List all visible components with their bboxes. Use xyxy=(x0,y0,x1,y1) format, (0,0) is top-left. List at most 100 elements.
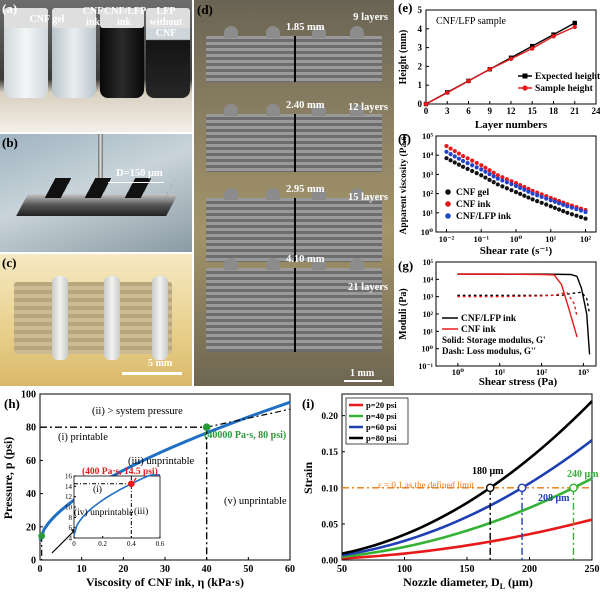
x-tick-label-g: 10¹ xyxy=(494,367,506,377)
photo-layer-samples: 9 layers 1.85 mm 12 layers 2.40 mm 15 layers… xyxy=(194,0,394,386)
point-f-2 xyxy=(483,169,488,174)
y-tick-label-i: 0.15 xyxy=(321,448,338,458)
point-f-0 xyxy=(518,191,523,197)
legend-i-0: p=20 psi xyxy=(366,400,397,410)
x-tick-label-g: 10² xyxy=(536,367,548,377)
inset-y-tick-label: 16 xyxy=(65,473,73,481)
layer-count-0: 9 layers xyxy=(353,12,388,23)
x-tick-label-h: 20 xyxy=(118,564,128,575)
x-tick-label-h: 30 xyxy=(160,564,170,575)
point-label-h-main: (40000 Pa·s, 80 psi) xyxy=(204,430,286,441)
layer-bump xyxy=(312,104,326,116)
point-f-2 xyxy=(495,176,500,181)
point-label-h-inset: (400 Pa·s, 14.5 psi) xyxy=(82,466,158,477)
layer-count-2: 15 layers xyxy=(348,192,388,203)
legend-e-1: Sample height xyxy=(535,84,594,94)
x-tick-label-h: 50 xyxy=(243,564,253,575)
point-f-2 xyxy=(569,205,574,210)
x-axis-label-h: Viscosity of CNF ink, η (kPa·s) xyxy=(86,575,244,589)
layer-height-0: 1.85 mm xyxy=(286,22,325,33)
note-g-dash: Dash: Loss modulus, G'' xyxy=(442,346,536,356)
inset-y-tick-label: 6 xyxy=(69,524,73,532)
region-h-iii: (iii) unprintable xyxy=(128,456,195,467)
inset-arrow xyxy=(133,477,137,482)
point-f-0 xyxy=(578,215,584,220)
photo-structure: 5 mm (c) xyxy=(0,254,192,386)
layer-bump xyxy=(350,104,364,116)
layer-bump xyxy=(224,26,238,38)
point-f-2 xyxy=(561,202,566,207)
point-f-1 xyxy=(483,165,488,170)
point-f-2 xyxy=(452,154,457,159)
inset-h: 0 0.2 0.4 0.6 4 6 8 10 12 14 16 xyxy=(65,473,165,549)
point-f-0 xyxy=(561,209,566,214)
panel-label-i: (i) xyxy=(302,396,314,411)
mark-i-240: 240 μm xyxy=(567,469,599,480)
y-axis-label-i: Strain xyxy=(301,462,315,494)
point-e-sample xyxy=(487,67,492,72)
vial-cnf-gel xyxy=(4,8,48,98)
x-tick-label-h: 60 xyxy=(285,564,295,575)
point-f-2 xyxy=(465,161,470,166)
x-tick-label-e: 18 xyxy=(549,106,559,116)
x-axis-label-e: Layer numbers xyxy=(475,119,548,131)
crossing-point-i-2 xyxy=(569,483,578,493)
point-f-1 xyxy=(504,177,510,182)
y-axis-label-h: Pressure, p (psi) xyxy=(1,437,15,520)
x-tick-label-e: 9 xyxy=(488,106,493,116)
structure-pillar-2 xyxy=(104,276,120,360)
point-f-2 xyxy=(487,171,492,177)
x-tick-label-i: 100 xyxy=(397,564,412,575)
x-tick-label-i: 150 xyxy=(460,564,475,575)
y-tick-label-f: 10⁴ xyxy=(422,150,434,160)
y-tick-label-i: 0.00 xyxy=(321,557,338,567)
point-e-sample xyxy=(508,56,514,62)
y-tick-label-g: 10⁴ xyxy=(423,275,434,284)
point-e-sample xyxy=(423,101,429,107)
point-e-expected xyxy=(530,43,535,49)
y-tick-label-e: 0 xyxy=(418,99,423,109)
legend-f-1: CNF ink xyxy=(456,200,491,210)
y-tick-label-h: 20 xyxy=(26,522,36,533)
point-f-2 xyxy=(509,182,514,187)
scale-bar-d xyxy=(344,380,382,382)
scale-label-c: 5 mm xyxy=(148,358,173,369)
panel-label-d: (d) xyxy=(197,2,213,17)
printed-bumps xyxy=(44,178,176,198)
point-f-0 xyxy=(500,184,505,189)
point-f-0 xyxy=(526,195,531,200)
legend-g: CNF/LFP ink CNF ink Solid: Storage modul… xyxy=(442,314,546,356)
height-bar-1 xyxy=(294,114,296,172)
layer-bump xyxy=(224,104,238,116)
inset-region-iv: (iv) unprintable xyxy=(74,507,133,518)
y-tick-label-h: 100 xyxy=(21,390,36,401)
point-f-2 xyxy=(574,207,579,212)
point-f-0 xyxy=(530,197,535,202)
series-line-e-1 xyxy=(425,26,576,105)
y-tick-label-f: 10² xyxy=(422,189,434,199)
inset-region-i: (i) xyxy=(93,484,102,495)
point-f-2 xyxy=(460,158,466,164)
legend-i-3: p=80 psi xyxy=(366,433,397,443)
point-f-0 xyxy=(474,171,479,176)
x-tick-label-f: 10⁻¹ xyxy=(473,234,489,244)
y-tick-label-g: 10³ xyxy=(423,293,434,302)
structure-body xyxy=(14,282,172,354)
point-f-2 xyxy=(522,187,527,192)
point-f-2 xyxy=(544,196,549,201)
point-f-0 xyxy=(548,204,553,209)
series-line-i-2 xyxy=(341,439,593,557)
point-h-main xyxy=(202,423,211,431)
scale-label-d: 1 mm xyxy=(350,368,375,379)
inset-y-tick-label: 10 xyxy=(65,504,73,512)
layer-bump xyxy=(266,258,280,270)
inset-x-tick-label: 0.6 xyxy=(156,540,165,548)
y-tick-label-e: 3 xyxy=(418,43,423,53)
y-tick-label-e: 1 xyxy=(418,80,423,90)
legend-f: CNF gel CNF ink CNF/LFP ink xyxy=(445,188,512,222)
y-tick-label-i: 0.05 xyxy=(321,520,338,530)
layer-height-2: 2.95 mm xyxy=(286,184,325,195)
point-f-1 xyxy=(460,153,466,159)
